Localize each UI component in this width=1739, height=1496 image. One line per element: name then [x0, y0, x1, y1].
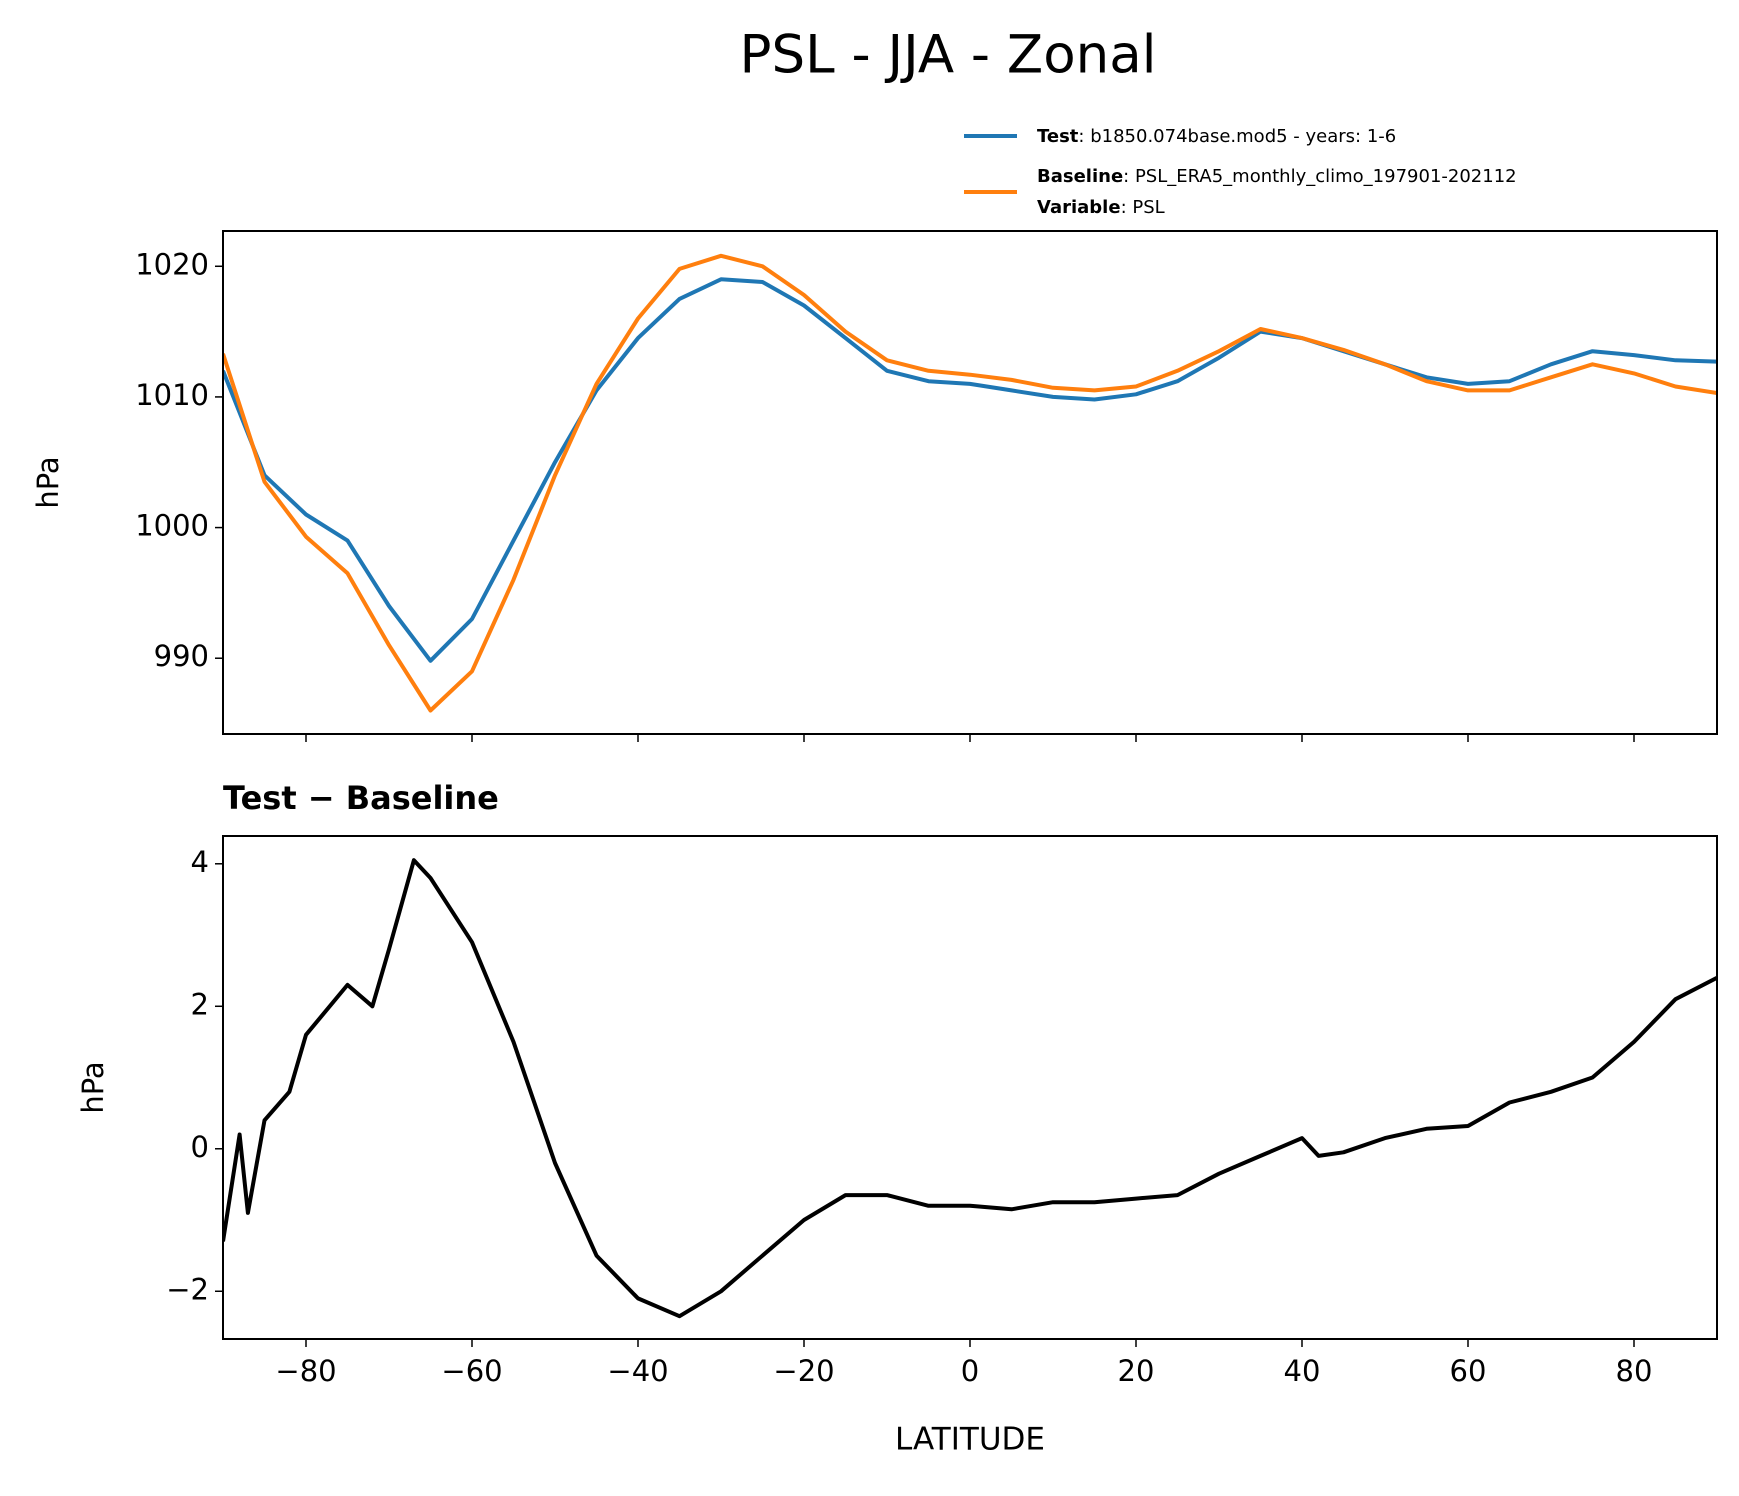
legend-name: Variable	[1037, 197, 1121, 218]
legend-description: : b1850.074base.mod5 - years: 1-6	[1078, 126, 1396, 147]
x-tick-label: 60	[1450, 1354, 1487, 1388]
x-tick-label: 20	[1118, 1354, 1155, 1388]
y-tick-label: 0	[191, 1130, 209, 1164]
x-tick-label: 0	[961, 1354, 979, 1388]
x-tick-label: −40	[607, 1354, 668, 1388]
x-tick-label: 80	[1616, 1354, 1653, 1388]
y-tick-label: 1010	[135, 378, 209, 412]
x-tick-label: −80	[275, 1354, 336, 1388]
plot-frame	[222, 835, 1718, 1340]
y-axis-label: hPa	[76, 1061, 110, 1113]
series-line	[223, 858, 1717, 1319]
y-tick-label: 990	[154, 639, 209, 673]
legend-entry: Variable: PSL	[1037, 197, 1165, 218]
y-axis-label: hPa	[31, 456, 65, 508]
panel-title: Test − Baseline	[223, 779, 499, 817]
series-line	[223, 253, 1717, 713]
x-tick-label: −20	[773, 1354, 834, 1388]
legend-description: : PSL	[1121, 197, 1165, 218]
x-tick-label: −60	[441, 1354, 502, 1388]
y-tick-label: −2	[166, 1272, 209, 1306]
legend-description: : PSL_ERA5_monthly_climo_197901-202112	[1123, 166, 1516, 187]
y-tick-label: 1020	[135, 247, 209, 281]
legend-entry: Baseline: PSL_ERA5_monthly_climo_197901-…	[1037, 166, 1517, 187]
legend-entry: Test: b1850.074base.mod5 - years: 1-6	[1037, 126, 1396, 147]
x-axis-label: LATITUDE	[895, 1422, 1045, 1458]
y-tick-label: 1000	[135, 509, 209, 543]
plot-frame	[222, 230, 1718, 735]
y-tick-label: 4	[191, 845, 209, 879]
legend-name: Test	[1037, 126, 1079, 147]
figure-title: PSL - JJA - Zonal	[740, 25, 1157, 86]
legend-name: Baseline	[1037, 166, 1123, 187]
y-tick-label: 2	[191, 987, 209, 1021]
x-tick-label: 40	[1284, 1354, 1321, 1388]
series-line	[223, 277, 1717, 663]
